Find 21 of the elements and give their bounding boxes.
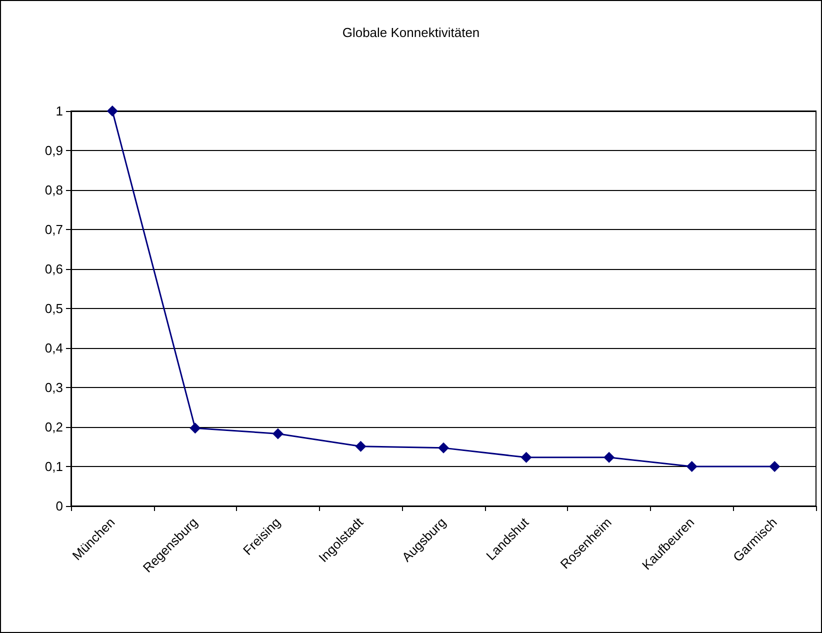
point bbox=[438, 442, 449, 454]
y-tick-label: 0,9 bbox=[44, 143, 63, 158]
point bbox=[686, 461, 698, 472]
y-tick-label: 1 bbox=[56, 104, 63, 118]
y-tick-label: 0,5 bbox=[44, 301, 63, 316]
y-tick-label: 0,3 bbox=[44, 380, 63, 395]
y-tick-label: 0,7 bbox=[44, 222, 63, 237]
point bbox=[190, 422, 201, 434]
point bbox=[769, 461, 780, 472]
y-tick-label: 0,4 bbox=[44, 340, 63, 356]
y-tick-label: 0,8 bbox=[44, 182, 63, 198]
point bbox=[106, 106, 118, 116]
point bbox=[355, 440, 366, 452]
y-tick-label: 0,2 bbox=[44, 420, 63, 434]
point bbox=[604, 452, 615, 463]
point bbox=[272, 428, 284, 440]
y-tick-label: 0,1 bbox=[44, 459, 63, 474]
y-tick-label: 0,6 bbox=[44, 262, 63, 276]
point bbox=[520, 452, 532, 463]
chart-title: Globale Konnektivitäten bbox=[342, 25, 480, 40]
y-tick-label: 0 bbox=[56, 498, 63, 514]
